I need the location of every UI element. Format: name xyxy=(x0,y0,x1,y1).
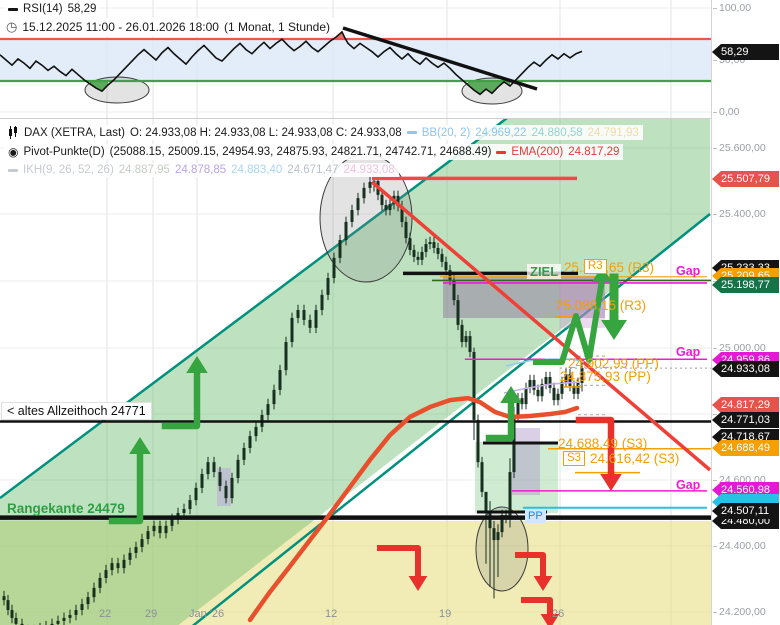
pivot-s3-friday-label[interactable]: 24.616,42 (S3) xyxy=(590,451,680,466)
bb-value-3: 24.791,93 xyxy=(587,126,639,139)
date-axis-label: 29 xyxy=(145,608,158,620)
bb-value-1: 24.969,22 xyxy=(475,126,527,139)
rsi-line xyxy=(0,30,583,96)
green-arrow-annotation xyxy=(161,367,201,430)
ikh-label: IKH(9, 26, 52, 26) xyxy=(23,164,114,176)
ema-label: EMA(200) xyxy=(511,146,564,158)
ema-value: 24.817,29 xyxy=(568,146,620,158)
price-axis[interactable] xyxy=(711,0,780,625)
s3-box-label[interactable]: S3 xyxy=(563,451,586,466)
red-arrow-annotation xyxy=(515,552,546,581)
price-tag: 25.198,77 xyxy=(712,277,779,293)
red-arrow-annotation xyxy=(377,545,421,581)
ema200-line xyxy=(247,395,580,623)
rsi-panel xyxy=(0,7,712,113)
price-axis-tick: 25.600,00 xyxy=(713,142,766,154)
gap-annotation-2[interactable]: Gap xyxy=(676,345,701,359)
candlestick-icon xyxy=(9,126,17,139)
ema-line-icon xyxy=(496,150,507,154)
rsi-value-tag: 58,29 xyxy=(712,44,779,60)
ikh-legend-row[interactable]: IKH(9, 26, 52, 26) 24.887,95 24.878,85 2… xyxy=(4,163,399,177)
price-tag: 24.771,03 xyxy=(712,412,779,428)
price-axis-tick: 25.400,00 xyxy=(713,208,766,220)
ohlc-values: O: 24.933,08 H: 24.933,08 L: 24.933,08 C… xyxy=(129,126,402,139)
ikh-value-1: 24.887,95 xyxy=(118,164,170,176)
date-axis-label: 26 xyxy=(552,608,565,620)
dax-legend-row[interactable]: DAX (XETRA, Last) O: 24.933,08 H: 24.933… xyxy=(4,125,643,140)
gap-annotation-1[interactable]: Gap xyxy=(676,264,701,278)
r3-box-label[interactable]: R3 xyxy=(584,259,607,274)
date-axis-label: 12 xyxy=(325,608,338,620)
date-range-row: ◷ 15.12.2025 11:00 - 26.01.2026 18:00 (1… xyxy=(2,18,335,36)
pivot-r3-today-label[interactable]: 25.088,15 (R3) xyxy=(556,298,647,313)
pivot-r3-friday-label[interactable]: 25.209,65 (R3) xyxy=(564,260,655,275)
pivot-values: (25088.15, 25009.15, 24954.93, 24875.93,… xyxy=(109,146,492,158)
price-tag: 24.933,08 xyxy=(712,361,779,377)
rsi-value: 58,29 xyxy=(67,3,97,15)
downtrend-line-annotation xyxy=(370,180,712,472)
ikh-value-5: 24.933,08 xyxy=(343,164,395,176)
pivot-legend-row[interactable]: ◉ Pivot-Punkte(D) (25088.15, 25009.15, 2… xyxy=(4,144,624,160)
date-axis-label: Jan '26 xyxy=(189,608,225,620)
pivot-pp-today-label[interactable]: 24.875,93 (PP) xyxy=(560,369,651,384)
pivot-pp-old-label[interactable]: 24.902,99 (PP) xyxy=(568,356,659,371)
rsi-line-icon xyxy=(8,7,18,11)
symbol-label: DAX (XETRA, Last) xyxy=(24,126,125,139)
date-range: 15.12.2025 11:00 - 26.01.2026 18:00 xyxy=(22,20,219,34)
price-axis-tick: 25.000,00 xyxy=(713,342,766,354)
green-arrow-annotation xyxy=(108,448,144,525)
red-arrow-annotation xyxy=(521,597,553,619)
ziel-annotation[interactable]: ZIEL xyxy=(527,264,562,279)
rsi-legend[interactable]: RSI(14) 58,29 xyxy=(4,2,101,16)
green-arrow-annotation xyxy=(533,276,606,365)
ichimoku-line xyxy=(503,381,581,394)
pivot-s3-today-label[interactable]: 24.688,49 (S3) xyxy=(558,436,648,451)
green-arrow-annotation xyxy=(485,397,515,442)
price-tag: 24.688,49 xyxy=(712,440,779,456)
pivot-label: Pivot-Punkte(D) xyxy=(23,146,105,158)
date-axis-label: 19 xyxy=(439,608,452,620)
rsi-axis-tick: 0,00 xyxy=(712,106,740,118)
bb-label: BB(20, 2) xyxy=(421,126,471,139)
bb-value-2: 24.880,58 xyxy=(531,126,583,139)
rsi-label: RSI(14) xyxy=(23,3,63,15)
cloud-box xyxy=(475,442,558,513)
price-tag: 24.817,29 xyxy=(712,397,779,413)
range-zone-annotation xyxy=(0,521,712,625)
ikh-value-2: 24.878,85 xyxy=(174,164,227,176)
clock-icon: ◷ xyxy=(6,19,18,34)
cloud-box xyxy=(512,428,540,495)
price-axis-tick: 24.200,00 xyxy=(713,606,766,618)
period: (1 Monat, 1 Stunde) xyxy=(223,20,331,34)
date-axis-label: 22 xyxy=(99,608,112,620)
red-arrow-annotation xyxy=(575,416,615,480)
rsi-trendline-annotation xyxy=(342,26,538,91)
pivot-icon: ◉ xyxy=(8,145,19,159)
price-tag: 25.507,79 xyxy=(712,171,779,187)
gap-annotation-3[interactable]: Gap xyxy=(676,478,701,492)
allzeithoch-annotation[interactable]: < altes Allzeithoch 24771 xyxy=(1,402,152,420)
price-panel xyxy=(0,119,712,625)
ikh-value-3: 24.883,40 xyxy=(231,164,283,176)
panel-divider xyxy=(0,118,712,119)
ikh-line-icon xyxy=(8,168,18,172)
price-tag: 24.507,11 xyxy=(712,503,779,519)
ikh-value-4: 24.671,47 xyxy=(287,164,339,176)
rsi-axis-tick: 100,00 xyxy=(712,2,752,14)
trend-channel-annotation xyxy=(0,119,710,625)
pp-box-label[interactable]: PP xyxy=(525,510,546,523)
rangekante-annotation[interactable]: Rangekante 24479 xyxy=(7,501,125,516)
bb-line-icon xyxy=(406,131,417,134)
price-axis-tick: 24.400,00 xyxy=(713,540,766,552)
